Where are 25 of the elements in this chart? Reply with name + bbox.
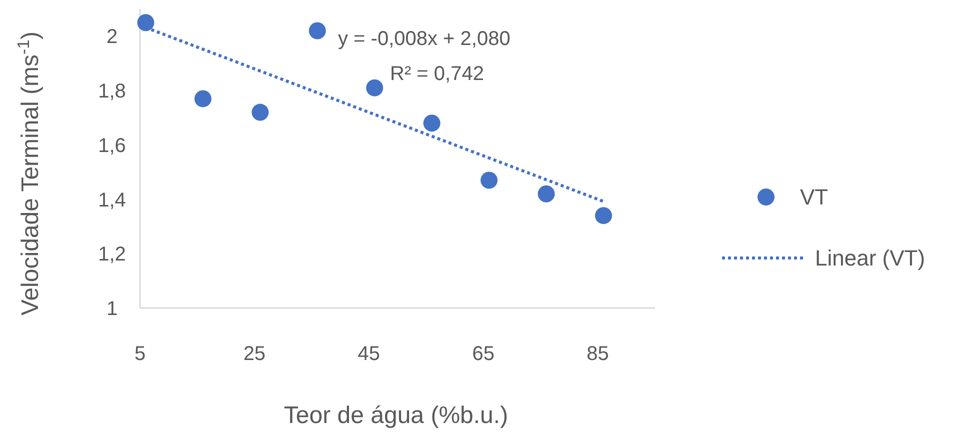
point — [366, 79, 384, 96]
x-tick-label: 85 — [586, 343, 609, 365]
point — [595, 207, 612, 224]
y-tick-label: 1,6 — [98, 134, 126, 157]
annotation: y = -0,008x + 2,080 — [338, 28, 510, 50]
x-tick-label: 65 — [472, 343, 494, 365]
point — [252, 104, 269, 121]
legend-label: VT — [800, 184, 828, 210]
point — [538, 185, 555, 202]
point — [480, 172, 498, 189]
point — [137, 14, 154, 32]
point — [194, 90, 212, 108]
point — [308, 22, 326, 40]
legend-label: Linear (VT) — [815, 246, 926, 271]
x-tick-label: 5 — [134, 343, 146, 365]
y-tick-label: 1 — [106, 298, 118, 320]
x-tick-label: 45 — [358, 343, 380, 365]
point — [423, 114, 440, 132]
x-tick-label: 25 — [243, 343, 266, 365]
y-tick-label: 1,8 — [98, 80, 126, 103]
y-tick-label: 2 — [106, 26, 118, 48]
y-tick-label: 1,2 — [98, 244, 126, 266]
x-axis-title: Teor de água (%b.u.) — [284, 402, 508, 429]
annotation: R² = 0,742 — [390, 63, 484, 85]
y-tick-label: 1,4 — [98, 189, 126, 212]
